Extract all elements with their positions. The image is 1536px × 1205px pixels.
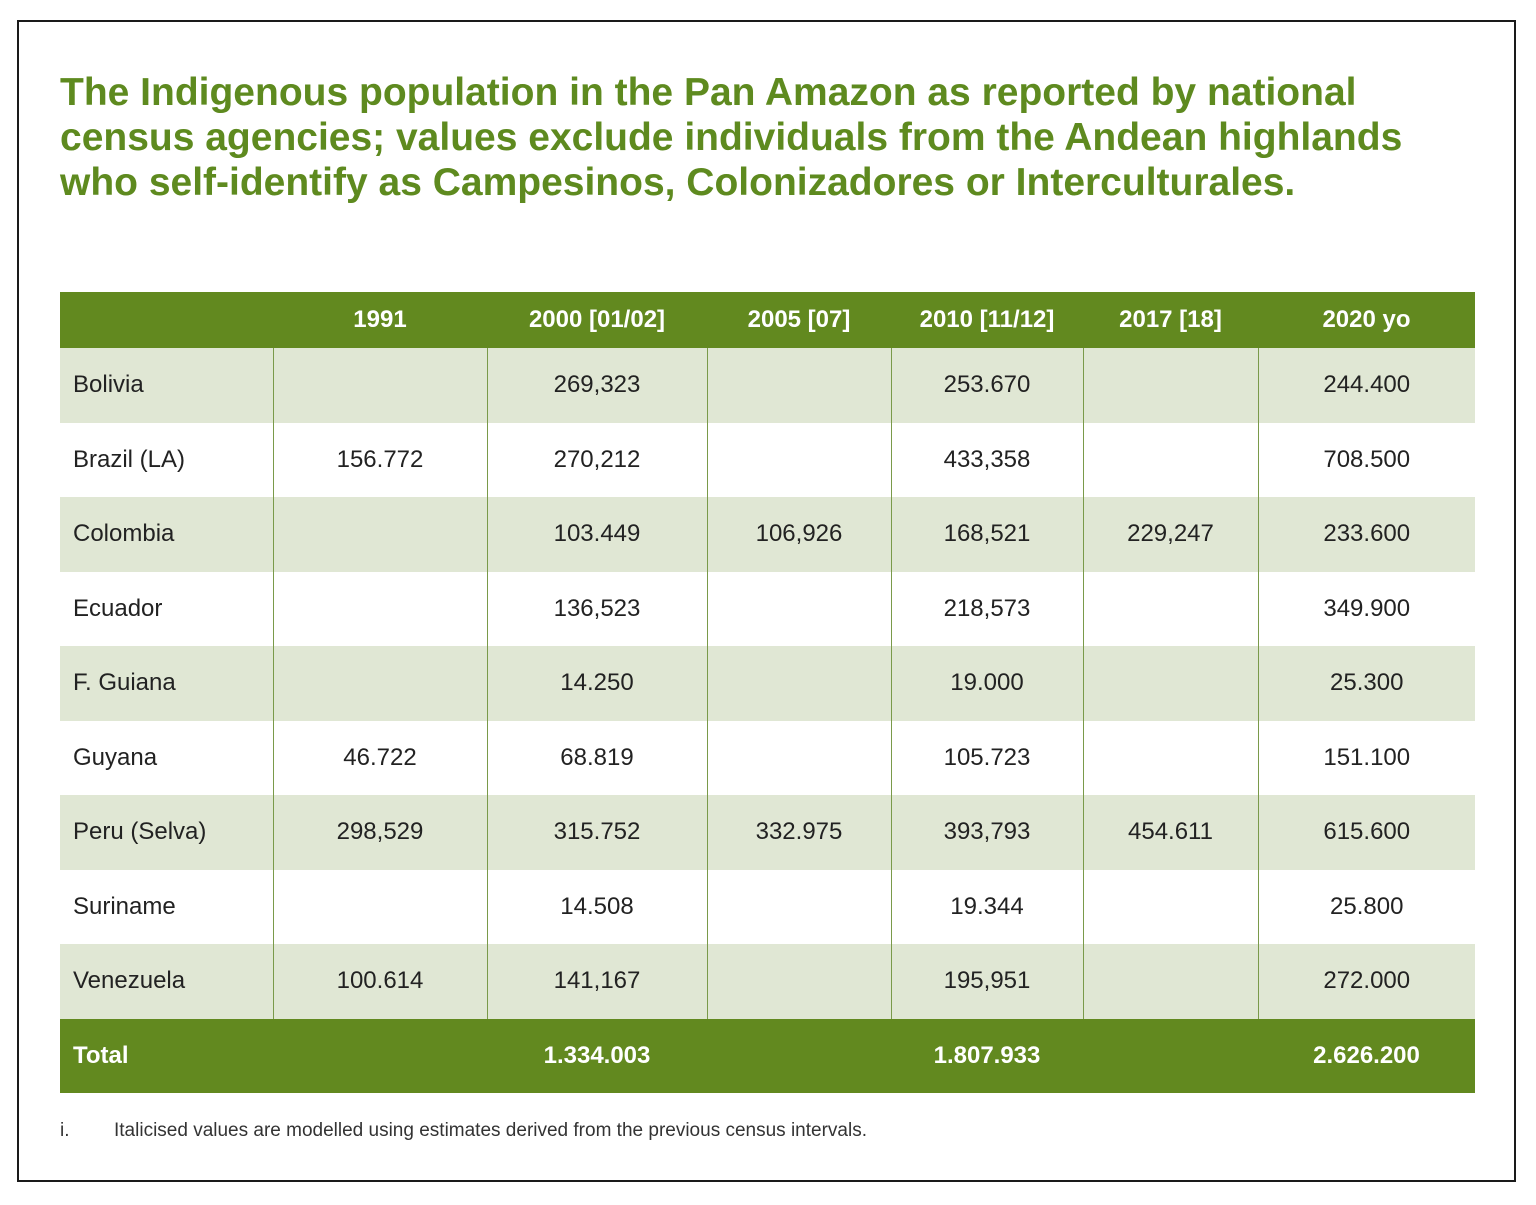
- value-cell: [706, 646, 891, 721]
- value-cell: [272, 571, 487, 646]
- value-cell: 19.000: [890, 646, 1083, 721]
- country-cell: Peru (Selva): [60, 795, 273, 870]
- value-cell: [1082, 944, 1258, 1019]
- country-cell: F. Guiana: [60, 646, 273, 721]
- value-cell: 168,521: [890, 497, 1083, 572]
- value-cell: 218,573: [890, 571, 1083, 646]
- value-cell: 270,212: [486, 422, 707, 497]
- total-label: Total: [60, 1018, 273, 1093]
- value-cell: 615.600: [1257, 795, 1475, 870]
- column-header: 2005 [07]: [707, 292, 891, 348]
- table-row: Colombia 103.449 106,926 168,521 229,247 233.…: [60, 497, 1475, 572]
- value-cell: 349.900: [1257, 571, 1475, 646]
- value-cell: 315.752: [486, 795, 707, 870]
- value-cell: 244.400: [1257, 348, 1475, 423]
- table-row: Venezuela 100.614 141,167 195,951 272.000: [60, 944, 1475, 1019]
- column-header: 2020 yo: [1258, 292, 1475, 348]
- column-header: 2017 [18]: [1083, 292, 1258, 348]
- value-cell: [706, 348, 891, 423]
- value-cell: [706, 422, 891, 497]
- value-cell: [272, 348, 487, 423]
- total-value: 1.807.933: [891, 1018, 1083, 1093]
- value-cell: 14.250: [486, 646, 707, 721]
- value-cell: 433,358: [890, 422, 1083, 497]
- value-cell: 332.975: [706, 795, 891, 870]
- value-cell: 136,523: [486, 571, 707, 646]
- value-cell: 229,247: [1082, 497, 1258, 572]
- document-frame: [17, 20, 1516, 1182]
- population-table: 1991 2000 [01/02] 2005 [07] 2010 [11/12] 201…: [60, 292, 1475, 1093]
- value-cell: [272, 646, 487, 721]
- country-cell: Brazil (LA): [73, 445, 186, 473]
- value-cell: 151.100: [1257, 720, 1475, 795]
- table-row: Bolivia 269,323 253.670 244.400: [60, 348, 1475, 423]
- column-header: 2000 [01/02]: [487, 292, 707, 348]
- page-title: The Indigenous population in the Pan Ama…: [60, 71, 1403, 204]
- table-row: Suriname 14.508 19.344 25.800: [60, 869, 1475, 944]
- value-cell: 100.614: [272, 944, 487, 1019]
- table-row: Brazil (LA) 156.772 270,212 433,358 708.500: [60, 422, 1475, 497]
- total-value: 1.334.003: [487, 1018, 707, 1093]
- value-cell: [706, 944, 891, 1019]
- value-cell: [1082, 869, 1258, 944]
- value-cell: 46.722: [272, 720, 487, 795]
- table-row: Guyana 46.722 68.819 105.723 151.100: [60, 720, 1475, 795]
- table-row: Ecuador 136,523 218,573 349.900: [60, 571, 1475, 646]
- value-cell: [272, 869, 487, 944]
- total-value: [707, 1018, 891, 1093]
- total-value: [1083, 1018, 1258, 1093]
- value-cell: 141,167: [486, 944, 707, 1019]
- value-cell: 454.611: [1082, 795, 1258, 870]
- value-cell: 269,323: [486, 348, 707, 423]
- footnote: i. Italicised values are modelled using e…: [60, 1120, 867, 1142]
- value-cell: 156.772: [272, 422, 487, 497]
- footnote-marker: i.: [60, 1120, 70, 1141]
- value-cell: [272, 497, 487, 572]
- value-cell: 103.449: [486, 497, 707, 572]
- value-cell: [706, 869, 891, 944]
- table-header-row: 1991 2000 [01/02] 2005 [07] 2010 [11/12] 201…: [60, 292, 1475, 348]
- value-cell: 272.000: [1257, 944, 1475, 1019]
- footnote-text: Italicised values are modelled using est…: [114, 1120, 867, 1141]
- value-cell: 25.800: [1257, 869, 1475, 944]
- value-cell: 195,951: [890, 944, 1083, 1019]
- country-cell: Venezuela: [60, 944, 273, 1019]
- total-value: [273, 1018, 487, 1093]
- value-cell: 25.300: [1257, 646, 1475, 721]
- value-cell: 14.508: [486, 869, 707, 944]
- value-cell: 19.344: [890, 869, 1083, 944]
- value-cell: 106,926: [706, 497, 891, 572]
- value-cell: 105.723: [890, 720, 1083, 795]
- total-value: 2.626.200: [1258, 1018, 1475, 1093]
- table-row: F. Guiana 14.250 19.000 25.300: [60, 646, 1475, 721]
- total-row: Total 1.334.003 1.807.933 2.626.200: [60, 1018, 1475, 1093]
- country-cell: Guyana: [73, 743, 158, 771]
- value-cell: 68.819: [486, 720, 707, 795]
- value-cell: [1082, 422, 1258, 497]
- value-cell: 298,529: [272, 795, 487, 870]
- value-cell: [1082, 571, 1258, 646]
- value-cell: [1082, 720, 1258, 795]
- value-cell: 253.670: [890, 348, 1083, 423]
- column-header: 2010 [11/12]: [891, 292, 1083, 348]
- country-cell: Ecuador: [73, 594, 163, 622]
- column-header: [60, 292, 273, 348]
- value-cell: 393,793: [890, 795, 1083, 870]
- country-cell: Bolivia: [60, 348, 273, 423]
- value-cell: [706, 720, 891, 795]
- value-cell: 233.600: [1257, 497, 1475, 572]
- value-cell: [706, 571, 891, 646]
- country-cell: Suriname: [73, 892, 176, 920]
- value-cell: [1082, 348, 1258, 423]
- country-cell: Colombia: [60, 497, 273, 572]
- value-cell: 708.500: [1257, 422, 1475, 497]
- value-cell: [1082, 646, 1258, 721]
- column-header: 1991: [273, 292, 487, 348]
- table-row: Peru (Selva) 298,529 315.752 332.975 393,793…: [60, 795, 1475, 870]
